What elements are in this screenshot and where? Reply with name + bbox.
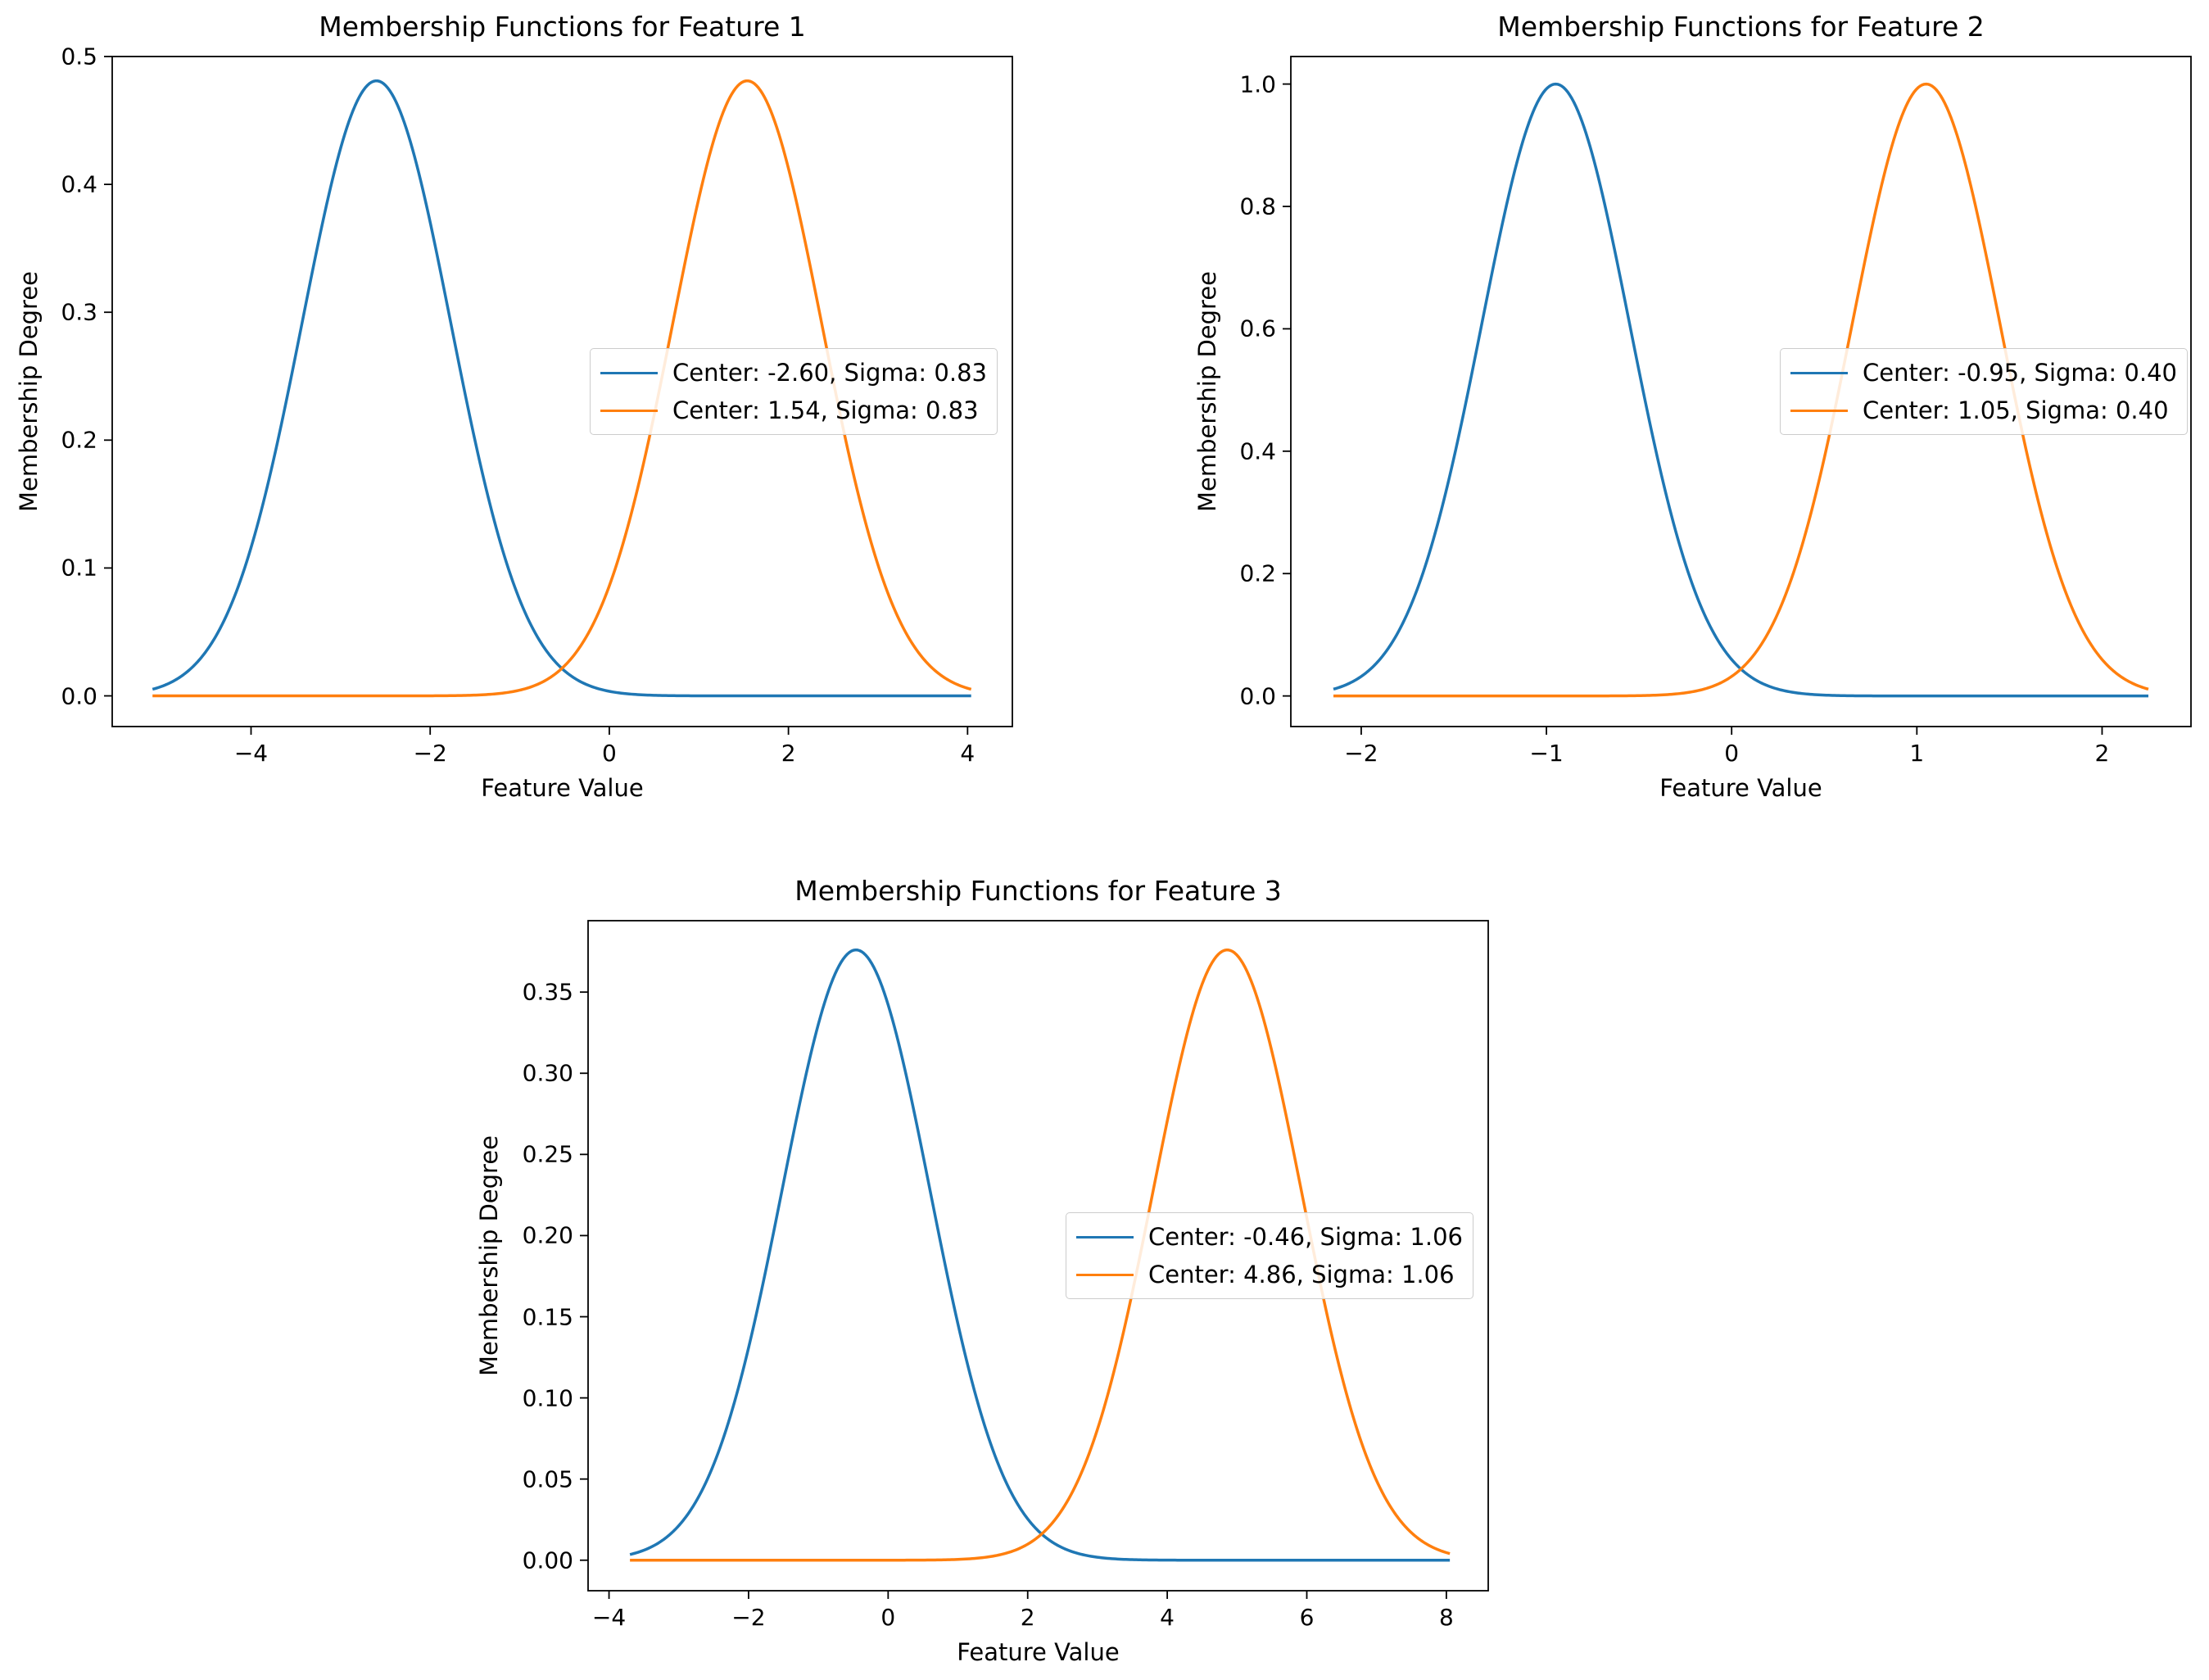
x-tick-label-feature-1: 4 bbox=[960, 740, 975, 767]
x-tick-label-feature-2: 0 bbox=[1724, 740, 1740, 767]
legend-entry-1-feature-2: Center: -0.95, Sigma: 0.40 bbox=[1790, 354, 2177, 392]
y-axis-label-feature-1: Membership Degree bbox=[15, 270, 43, 513]
chart-panel-feature-1: −4 −2 0 2 4 0.0 0.1 0.2 0.3 0.4 0.5 Membership Func… bbox=[15, 11, 1013, 802]
legend-entry-2-feature-3: Center: 4.86, Sigma: 1.06 bbox=[1075, 1256, 1463, 1293]
x-tick-label-feature-1: −4 bbox=[233, 740, 269, 767]
x-tick-label-feature-3: 2 bbox=[1020, 1604, 1035, 1631]
y-tick-label-feature-2: 0.0 bbox=[1239, 682, 1276, 710]
y-tick-label-feature-3: 0.35 bbox=[522, 978, 573, 1006]
chart-panel-feature-3: −4 −2 0 2 4 6 8 0.00 0.05 0.10 0.15 0.20 0.25 0.30 0.3… bbox=[475, 875, 1489, 1666]
x-tick-label-feature-2: 2 bbox=[2094, 740, 2110, 767]
legend-swatch-2-feature-2 bbox=[1790, 409, 1848, 412]
legend-label-2-feature-1: Center: 1.54, Sigma: 0.83 bbox=[672, 396, 979, 424]
legend-swatch-2-feature-3 bbox=[1075, 1273, 1134, 1276]
y-tick-label-feature-3: 0.20 bbox=[522, 1221, 573, 1249]
axes-frame-feature-2 bbox=[1290, 56, 2192, 727]
axes-frame-feature-3 bbox=[587, 920, 1489, 1592]
x-tick-label-feature-3: 6 bbox=[1299, 1604, 1315, 1631]
y-tick-label-feature-2: 0.8 bbox=[1239, 192, 1276, 220]
y-tick-label-feature-3: 0.25 bbox=[522, 1140, 573, 1168]
y-tick-label-feature-3: 0.10 bbox=[522, 1384, 573, 1412]
y-tick-label-feature-3: 0.00 bbox=[522, 1546, 573, 1574]
legend-label-2-feature-2: Center: 1.05, Sigma: 0.40 bbox=[1862, 396, 2169, 424]
x-tick-label-feature-1: 2 bbox=[781, 740, 796, 767]
x-tick-label-feature-2: −1 bbox=[1529, 740, 1564, 767]
y-tick-label-feature-1: 0.4 bbox=[61, 170, 97, 198]
y-tick-label-feature-1: 0.0 bbox=[61, 682, 97, 710]
legend-label-2-feature-3: Center: 4.86, Sigma: 1.06 bbox=[1148, 1261, 1455, 1288]
y-tick-label-feature-3: 0.05 bbox=[522, 1465, 573, 1493]
y-tick-label-feature-3: 0.15 bbox=[522, 1303, 573, 1330]
legend-feature-1: Center: -2.60, Sigma: 0.83 Center: 1.54, … bbox=[589, 348, 998, 435]
x-tick-label-feature-1: −2 bbox=[413, 740, 447, 767]
y-tick-label-feature-3: 0.30 bbox=[522, 1059, 573, 1087]
y-tick-label-feature-2: 1.0 bbox=[1239, 70, 1276, 98]
legend-feature-3: Center: -0.46, Sigma: 1.06 Center: 4.86, … bbox=[1065, 1212, 1473, 1299]
legend-swatch-2-feature-1 bbox=[600, 409, 658, 412]
x-tick-label-feature-3: −2 bbox=[731, 1604, 766, 1631]
y-axis-label-feature-3: Membership Degree bbox=[475, 1134, 503, 1377]
x-tick-label-feature-1: 0 bbox=[601, 740, 617, 767]
legend-entry-2-feature-2: Center: 1.05, Sigma: 0.40 bbox=[1790, 392, 2177, 429]
x-axis-label-feature-3: Feature Value bbox=[957, 1638, 1120, 1666]
chart-panel-feature-2: −2 −1 0 1 2 0.0 0.2 0.4 0.6 0.8 1.0 Membership Func… bbox=[1193, 11, 2192, 802]
legend-swatch-1-feature-3 bbox=[1075, 1235, 1134, 1238]
chart-title-feature-3: Membership Functions for Feature 3 bbox=[794, 875, 1282, 907]
legend-label-1-feature-3: Center: -0.46, Sigma: 1.06 bbox=[1148, 1223, 1463, 1251]
legend-entry-1-feature-3: Center: -0.46, Sigma: 1.06 bbox=[1075, 1218, 1463, 1256]
x-tick-label-feature-3: 0 bbox=[880, 1604, 896, 1631]
chart-title-feature-2: Membership Functions for Feature 2 bbox=[1497, 11, 1985, 43]
y-tick-label-feature-1: 0.2 bbox=[61, 426, 97, 454]
x-tick-label-feature-2: −2 bbox=[1344, 740, 1378, 767]
x-tick-label-feature-2: 1 bbox=[1909, 740, 1925, 767]
y-tick-label-feature-2: 0.6 bbox=[1239, 315, 1276, 342]
legend-swatch-1-feature-1 bbox=[600, 371, 658, 374]
chart-title-feature-1: Membership Functions for Feature 1 bbox=[319, 11, 806, 43]
legend-swatch-1-feature-2 bbox=[1790, 371, 1848, 374]
legend-entry-1-feature-1: Center: -2.60, Sigma: 0.83 bbox=[600, 354, 987, 392]
y-axis-label-feature-2: Membership Degree bbox=[1193, 270, 1221, 513]
legend-feature-2: Center: -0.95, Sigma: 0.40 Center: 1.05, … bbox=[1779, 348, 2188, 435]
y-tick-label-feature-1: 0.5 bbox=[61, 43, 97, 70]
axes-frame-feature-1 bbox=[111, 56, 1013, 727]
x-tick-label-feature-3: 4 bbox=[1160, 1604, 1175, 1631]
x-axis-label-feature-1: Feature Value bbox=[481, 774, 644, 802]
x-axis-label-feature-2: Feature Value bbox=[1659, 774, 1822, 802]
legend-entry-2-feature-1: Center: 1.54, Sigma: 0.83 bbox=[600, 392, 987, 429]
y-tick-label-feature-2: 0.4 bbox=[1239, 437, 1276, 465]
y-tick-label-feature-1: 0.1 bbox=[61, 554, 97, 582]
series-line-1-feature-3 bbox=[629, 948, 1451, 1562]
y-tick-label-feature-2: 0.2 bbox=[1239, 559, 1276, 587]
legend-label-1-feature-2: Center: -0.95, Sigma: 0.40 bbox=[1862, 359, 2177, 387]
legend-label-1-feature-1: Center: -2.60, Sigma: 0.83 bbox=[672, 359, 987, 387]
x-tick-label-feature-3: −4 bbox=[591, 1604, 627, 1631]
y-tick-label-feature-1: 0.3 bbox=[61, 298, 97, 326]
x-tick-label-feature-3: 8 bbox=[1438, 1604, 1454, 1631]
